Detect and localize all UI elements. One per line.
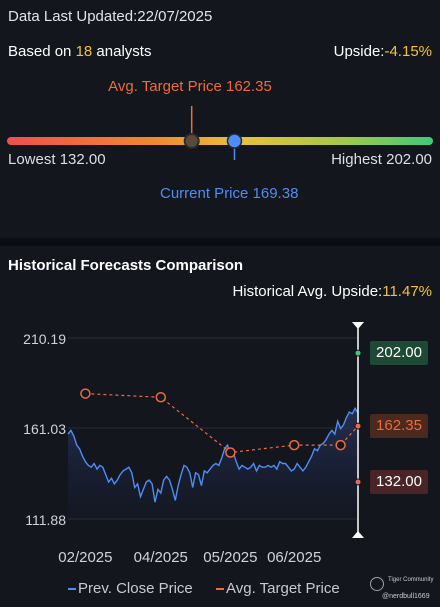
tiger-logo-icon <box>370 577 384 591</box>
avg-target-label: Avg. Target Price 162.35 <box>108 78 272 95</box>
upside-value: -4.15% <box>384 43 432 60</box>
updated-label: Data Last Updated: <box>8 8 138 25</box>
close-price-area <box>68 408 358 519</box>
cursor-bottom-arrow <box>352 531 364 538</box>
analyst-count-text: Based on 18 analysts <box>8 43 151 60</box>
historical-upside-label: Historical Avg. Upside: <box>232 283 383 300</box>
logo-brand-text: Tiger Community <box>388 577 434 583</box>
y-tick-label-mid: 161.03 <box>23 421 66 437</box>
legend-close-label: Prev. Close Price <box>78 580 193 597</box>
updated-date: 22/07/2025 <box>137 8 213 25</box>
current-price-label: Current Price 169.38 <box>160 185 299 202</box>
legend-close-price[interactable]: Prev. Close Price <box>68 580 193 597</box>
x-tick-label-may: 05/2025 <box>203 549 258 566</box>
avg-target-marker <box>183 133 200 149</box>
x-tick-label-apr: 04/2025 <box>133 549 188 566</box>
avg-target-line <box>85 393 359 454</box>
analyst-count: 18 <box>75 43 93 60</box>
target-range-bar <box>7 106 433 160</box>
historical-section-title: Historical Forecasts Comparison <box>8 257 244 274</box>
y-tick-label-top: 210.19 <box>23 331 66 347</box>
highest-target-label: Highest 202.00 <box>331 151 432 168</box>
highest-target-badge: 202.00 <box>370 341 428 366</box>
lowest-target-badge: 132.00 <box>370 469 428 494</box>
legend-avg-target[interactable]: Avg. Target Price <box>216 580 340 597</box>
data-updated-text: Data Last Updated:22/07/2025 <box>8 8 212 25</box>
x-tick-label-jun: 06/2025 <box>267 549 322 566</box>
avg-target-point <box>225 447 236 458</box>
historical-upside-text: Historical Avg. Upside:11.47% <box>232 283 432 300</box>
tiger-community-logo: Tiger Community @nerdbull1669 <box>368 574 434 602</box>
based-on-prefix: Based on <box>8 43 76 60</box>
avg-target-point <box>155 392 167 403</box>
upside-label: Upside: <box>333 43 385 60</box>
section-divider <box>0 238 440 246</box>
avg-target-points <box>80 388 346 458</box>
logo-user-text: @nerdbull1669 <box>382 593 430 600</box>
end-markers <box>354 349 362 486</box>
cursor-top-arrow <box>352 322 364 329</box>
end-marker-dot <box>354 422 362 430</box>
avg-target-point <box>335 439 346 451</box>
legend-target-label: Avg. Target Price <box>226 580 340 597</box>
lowest-target-label: Lowest 132.00 <box>8 151 106 168</box>
y-tick-label-bottom: 111.88 <box>25 512 66 528</box>
current-price-marker <box>226 133 243 149</box>
legend-target-swatch <box>216 588 224 591</box>
avg-target-badge: 162.35 <box>370 414 428 439</box>
x-tick-label-feb: 02/2025 <box>58 549 113 566</box>
historical-upside-value: 11.47% <box>382 283 432 300</box>
close-price-line <box>67 406 359 503</box>
end-marker-dot <box>354 478 362 486</box>
legend-close-swatch <box>68 588 76 591</box>
avg-target-point <box>288 439 300 451</box>
range-gradient-track <box>7 137 433 145</box>
avg-target-point <box>80 388 91 399</box>
historical-forecast-chart <box>67 322 364 538</box>
end-marker-dot <box>354 349 362 357</box>
based-on-suffix: analysts <box>92 43 152 60</box>
upside-text: Upside:-4.15% <box>334 43 432 60</box>
